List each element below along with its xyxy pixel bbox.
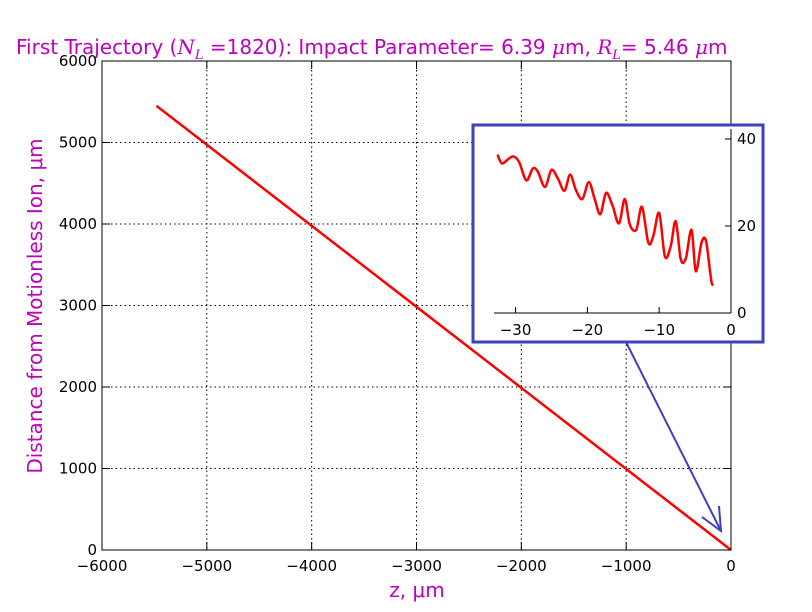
inset-trajectory-line <box>496 154 715 287</box>
inset-frame <box>471 123 765 344</box>
y-tick-label: 5000 <box>59 134 97 152</box>
inset-x-tick-label: 0 <box>726 321 736 339</box>
x-tick-label: 0 <box>726 557 736 575</box>
x-tick-label: −5000 <box>181 557 232 575</box>
y-tick-label: 0 <box>87 541 97 559</box>
x-tick-label: −3000 <box>391 557 442 575</box>
y-axis-label: Distance from Motionless Ion, μm <box>23 138 47 473</box>
main-ticks: −6000 −5000 −4000 −3000 −2000 −1000 0 0 1000 2000… <box>59 52 736 575</box>
y-tick-label: 2000 <box>59 378 97 396</box>
inset-y-tick-label: 40 <box>737 130 756 148</box>
annotation-arrow <box>624 339 723 534</box>
inset-x-tick-label: −10 <box>643 321 675 339</box>
x-tick-label: −1000 <box>601 557 652 575</box>
x-axis-label: z, μm <box>389 578 444 602</box>
inset-y-tick-label: 0 <box>737 304 747 322</box>
inset-axes <box>494 129 732 314</box>
x-tick-label: −4000 <box>286 557 337 575</box>
chart-title: First Trajectory (NL =1820): Impact Para… <box>16 35 727 63</box>
inset-y-tick-label: 20 <box>737 217 756 235</box>
y-tick-label: 6000 <box>59 52 97 70</box>
main-series <box>155 104 732 551</box>
inset-ticks: −30 −20 −10 00 20 40 <box>500 130 756 339</box>
y-tick-label: 4000 <box>59 215 97 233</box>
inset-x-tick-label: −30 <box>500 321 532 339</box>
x-tick-label: −6000 <box>77 557 128 575</box>
y-tick-label: 3000 <box>59 297 97 315</box>
inset-zoom-plot: −30 −20 −10 00 20 40 <box>471 123 765 344</box>
main-plot: −6000 −5000 −4000 −3000 −2000 −1000 0 0 1000 2000… <box>59 52 736 575</box>
y-tick-label: 1000 <box>59 460 97 478</box>
x-tick-label: −2000 <box>496 557 547 575</box>
trajectory-line <box>155 104 732 551</box>
inset-series <box>496 154 715 287</box>
inset-x-tick-label: −20 <box>572 321 604 339</box>
